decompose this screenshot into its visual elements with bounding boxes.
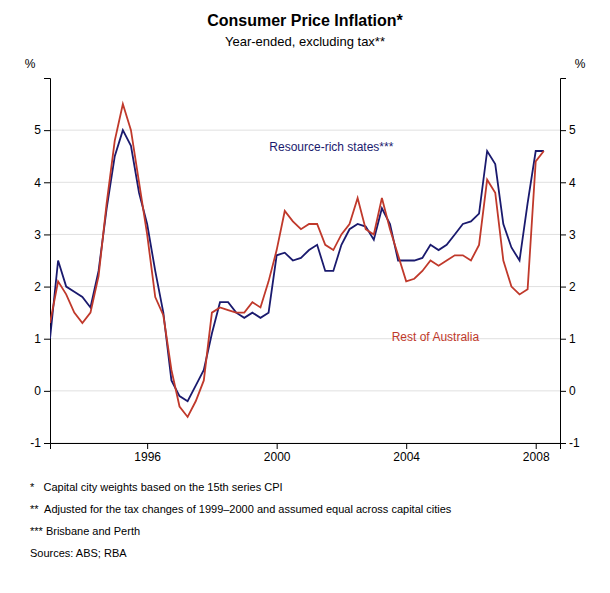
tick: 2004 [393,443,420,464]
grid-line [50,286,560,287]
tick-label: 0 [569,384,576,398]
footnote: *** Brisbane and Perth [30,525,140,537]
tick-mark [147,443,148,449]
grid-line [50,234,560,235]
tick-label: 5 [34,123,41,137]
series-line [50,130,544,401]
tick-mark [560,130,566,131]
tick-mark [277,443,278,449]
tick-label: 3 [569,228,576,242]
grid [50,130,560,443]
tick-mark [44,339,50,340]
tick: 1 [34,332,50,346]
tick-label: 1 [34,332,41,346]
footnote: Sources: ABS; RBA [30,547,127,559]
tick: 2 [34,280,50,294]
x-axis: 1996 2000 2004 2008 [51,443,561,464]
tick: 3 [560,228,576,242]
tick: 4 [34,176,50,190]
tick-label: 2008 [523,450,550,464]
y2-axis-label: % [575,57,586,71]
tick-label: 2000 [264,450,291,464]
y2-axis: -1 0 1 2 3 4 5 [560,79,580,451]
tick: 3 [34,228,50,242]
tick: 2008 [523,443,550,464]
y2-axis-line [561,79,567,444]
tick-mark [560,287,566,288]
tick-mark [44,182,50,183]
tick-label: 5 [569,123,576,137]
series-line [50,104,544,417]
tick-mark [536,443,537,449]
series-labels: Resource-rich states*** Rest of Australia [269,140,479,344]
tick-label: 2004 [393,450,420,464]
tick: -1 [30,436,50,450]
tick: 5 [560,123,576,137]
tick-mark [560,182,566,183]
tick: 0 [560,384,576,398]
footnote: * Capital city weights based on the 15th… [30,481,283,493]
tick: 0 [34,384,50,398]
chart: Consumer Price Inflation* Year-ended, exc… [0,0,610,593]
y-axis: -1 0 1 2 3 4 5 [30,79,50,451]
grid-line [50,390,560,391]
tick: 1996 [134,443,161,464]
tick-label: -1 [30,436,41,450]
tick: 2 [560,280,576,294]
tick-label: 2 [569,280,576,294]
tick-mark [560,443,566,444]
tick-mark [44,287,50,288]
footnote: ** Adjusted for the tax changes of 1999–… [30,503,452,515]
tick-label: 2 [34,280,41,294]
grid-line [50,130,560,131]
tick-mark [44,391,50,392]
tick: 2000 [264,443,291,464]
series-label: Rest of Australia [392,330,480,344]
tick-mark [560,234,566,235]
tick-label: 4 [569,176,576,190]
grid-line [50,338,560,339]
tick-mark [44,130,50,131]
tick: 1 [560,332,576,346]
plot-area [50,104,544,417]
x-axis-line [51,444,561,450]
title: Consumer Price Inflation* [207,12,403,29]
tick: -1 [560,436,580,450]
tick-mark [44,234,50,235]
tick-mark [406,443,407,449]
tick: 5 [34,123,50,137]
y-axis-line [44,79,51,444]
tick-label: 0 [34,384,41,398]
y-axis-label: % [25,57,36,71]
subtitle: Year-ended, excluding tax** [225,34,385,49]
tick-label: 1 [569,332,576,346]
tick-label: 3 [34,228,41,242]
tick-label: 1996 [134,450,161,464]
tick-mark [560,391,566,392]
tick: 4 [560,176,576,190]
tick-label: -1 [569,436,580,450]
footnotes: * Capital city weights based on the 15th… [30,481,452,559]
tick-label: 4 [34,176,41,190]
series-label: Resource-rich states*** [269,140,393,154]
tick-mark [560,339,566,340]
tick-mark [44,443,50,444]
